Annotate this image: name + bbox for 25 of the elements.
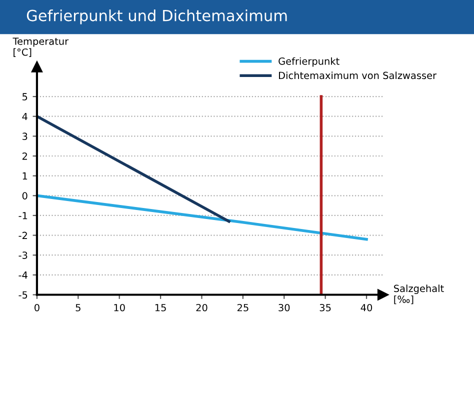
y-axis-title: Temperatur [°C] (12, 38, 69, 57)
y-tick-label: -5 (18, 291, 28, 299)
y-tick-label: 2 (22, 152, 27, 160)
y-tick-label: 0 (22, 192, 28, 200)
x-tick-label: 10 (114, 304, 125, 312)
x-tick-label: 0 (34, 304, 40, 312)
x-axis-title: Salzgehalt [‰] (394, 284, 444, 304)
x-tick-label: 25 (237, 304, 248, 312)
x-tick-label: 30 (278, 304, 290, 312)
y-tick-label: 3 (22, 132, 28, 140)
y-tick-label: -2 (18, 232, 27, 239)
x-tick-label: 20 (196, 304, 208, 312)
x-tick-label: 5 (76, 304, 80, 312)
y-tick-label: -1 (18, 212, 28, 220)
legend-label: Gefrierpunkt (278, 57, 340, 67)
y-tick-label: 4 (22, 112, 28, 120)
y-tick-label: -3 (18, 252, 28, 259)
x-tick-label: 15 (155, 304, 166, 312)
x-tick-label: 40 (360, 304, 372, 312)
y-tick-label: 5 (22, 93, 28, 100)
legend-label: Dichtemaximum von Salzwasser (279, 72, 437, 80)
y-tick-label: 1 (22, 172, 28, 180)
y-tick-label: -4 (18, 272, 28, 279)
x-tick-label: 35 (320, 304, 331, 312)
chart-title: Gefrierpunkt und Dichtemaximum (26, 10, 287, 24)
